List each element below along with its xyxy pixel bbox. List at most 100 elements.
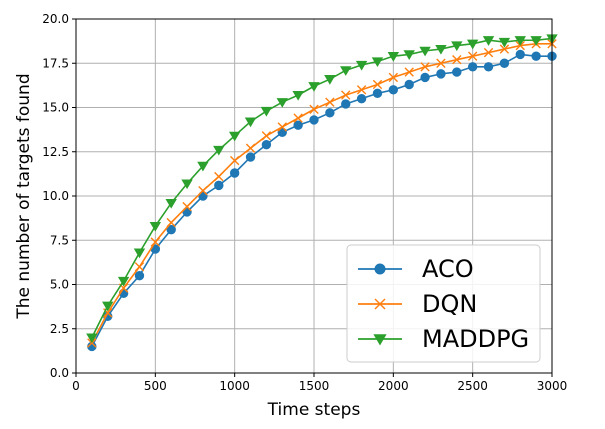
data-point (452, 67, 462, 77)
data-point (467, 51, 478, 61)
data-point (198, 185, 208, 196)
x-tick-label: 500 (144, 379, 167, 393)
data-point (260, 106, 273, 117)
data-point (149, 221, 162, 232)
series-layer (86, 34, 558, 352)
data-point (134, 270, 145, 281)
legend-entry: DQN (358, 290, 477, 318)
data-point (387, 52, 400, 62)
data-point (530, 36, 542, 46)
data-point (515, 49, 525, 60)
series-maddpg (86, 34, 558, 344)
y-tick-label: 7.5 (50, 233, 69, 247)
x-tick-label: 3000 (537, 379, 568, 393)
data-point (181, 179, 193, 190)
y-tick-label: 17.5 (42, 56, 69, 70)
legend: ACO DQN MADDPG (346, 244, 541, 363)
data-point (309, 115, 319, 125)
data-point (371, 57, 384, 68)
data-point (150, 237, 161, 247)
y-tick-label: 10.0 (42, 189, 69, 203)
data-point (229, 168, 240, 178)
y-axis-label: The number of targets found (14, 73, 34, 319)
data-point (261, 131, 272, 141)
y-tick-label: 0.0 (50, 366, 69, 380)
data-point (404, 67, 414, 77)
data-point (419, 46, 431, 57)
data-point (325, 97, 335, 107)
data-point (435, 44, 447, 55)
legend-label: DQN (422, 290, 477, 318)
data-point (531, 51, 541, 61)
data-point (467, 62, 478, 72)
data-point (134, 262, 145, 272)
y-tick-label: 2.5 (50, 322, 69, 336)
data-point (117, 276, 130, 287)
y-tick-label: 5.0 (50, 278, 69, 292)
data-point (229, 155, 240, 166)
data-point (133, 248, 146, 259)
data-point (214, 171, 224, 182)
y-tick-label: 12.5 (42, 145, 69, 159)
x-axis-label: Time steps (267, 400, 361, 420)
series-aco (87, 49, 557, 352)
data-point (356, 85, 367, 95)
data-point (388, 72, 399, 83)
series-dqn (87, 39, 557, 348)
data-point (325, 108, 335, 118)
data-point (276, 98, 288, 108)
y-tick-label: 20.0 (42, 12, 69, 26)
data-point (213, 145, 225, 156)
data-point (514, 36, 526, 46)
data-point (292, 90, 304, 101)
x-tick-label: 0 (72, 379, 80, 393)
legend-entry: ACO (358, 255, 474, 283)
data-point (420, 72, 430, 83)
data-point (404, 79, 414, 90)
legend-entry: MADDPG (358, 325, 529, 353)
data-point (182, 201, 192, 212)
x-tick-label: 1500 (299, 379, 330, 393)
data-point (355, 60, 368, 71)
legend-label: MADDPG (422, 325, 529, 353)
data-point (245, 152, 256, 162)
data-point (372, 79, 383, 90)
data-point (277, 127, 287, 137)
data-point (482, 36, 495, 46)
triangle-marker (373, 334, 387, 346)
axes: 0 500 1000 1500 2000 2500 3000 0.0 2.5 5.0 7.5 10.0… (42, 12, 567, 393)
data-point (436, 69, 446, 79)
x-tick-label: 2500 (457, 379, 488, 393)
data-point (214, 180, 224, 191)
data-point (309, 104, 319, 114)
data-point (499, 58, 510, 68)
data-point (452, 55, 462, 65)
data-point (499, 44, 510, 54)
data-point (324, 75, 336, 85)
data-point (244, 117, 257, 128)
data-point (466, 39, 479, 50)
x-marker (374, 298, 386, 310)
data-point (388, 85, 399, 95)
data-point (498, 37, 511, 48)
legend-box (346, 244, 541, 363)
data-point (86, 333, 98, 344)
data-point (403, 50, 415, 60)
data-point (166, 224, 176, 235)
data-point (228, 131, 241, 142)
data-point (436, 58, 446, 68)
data-point (420, 62, 430, 72)
data-point (483, 62, 494, 72)
data-point (451, 41, 463, 52)
data-point (308, 82, 320, 92)
data-point (341, 90, 351, 100)
data-point (340, 66, 352, 76)
data-point (166, 217, 176, 228)
legend-label: ACO (422, 255, 474, 283)
data-point (483, 47, 494, 58)
data-point (261, 139, 272, 150)
data-point (245, 143, 256, 153)
data-point (356, 93, 367, 104)
x-tick-label: 1000 (219, 379, 250, 393)
